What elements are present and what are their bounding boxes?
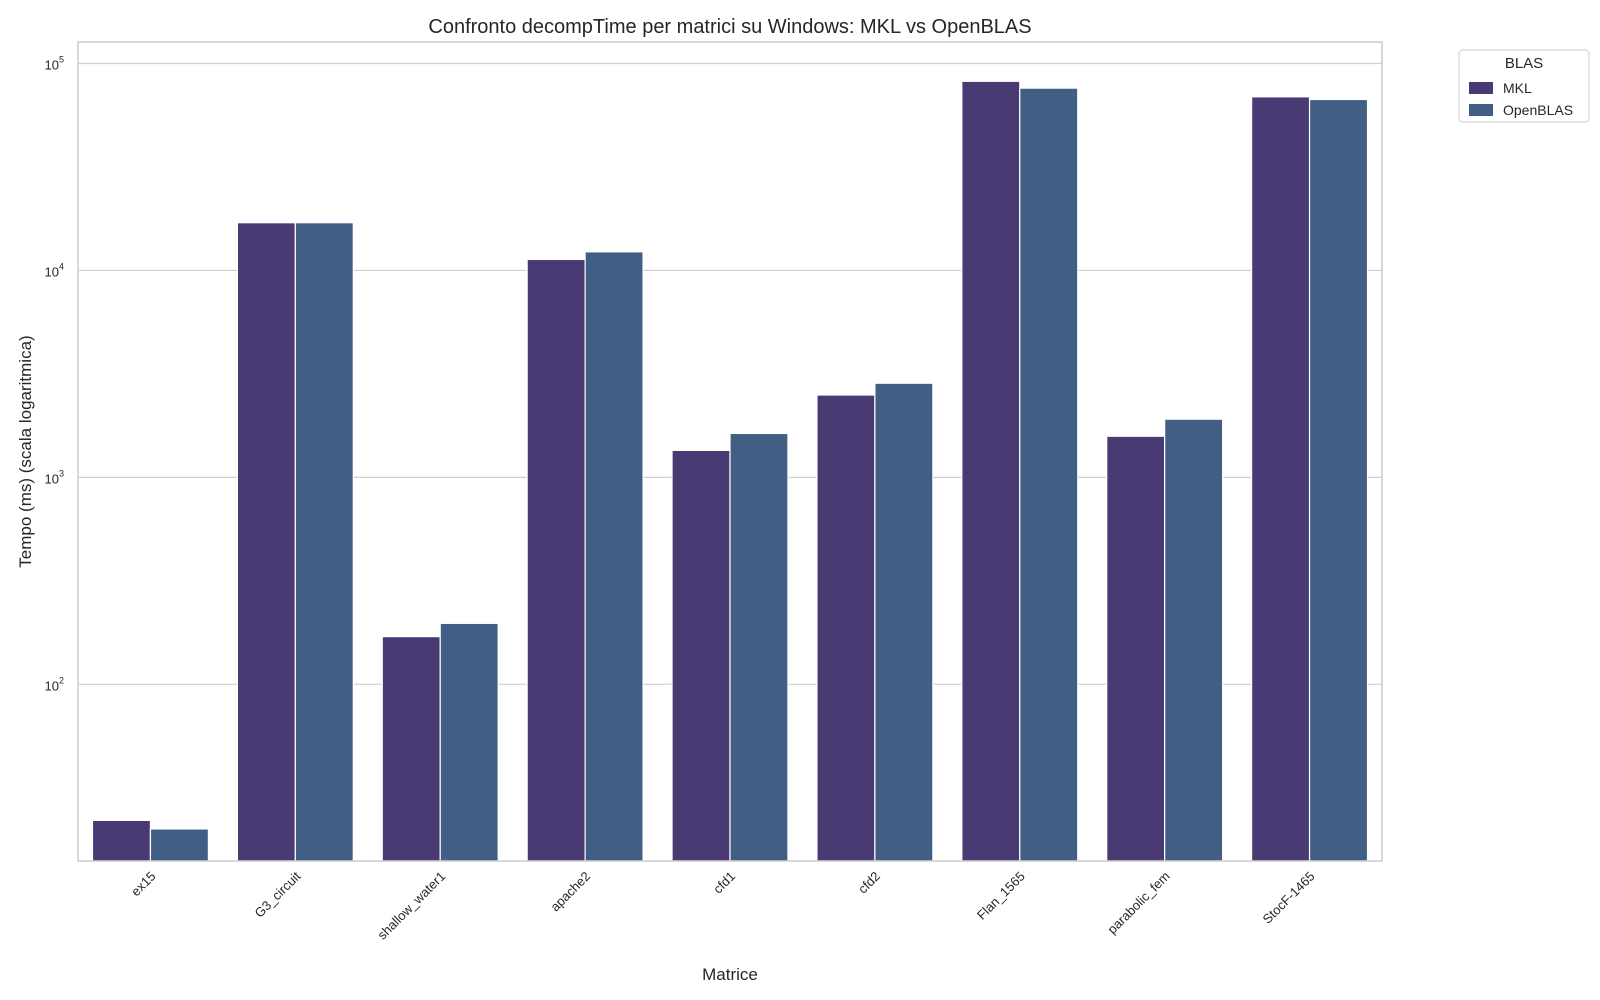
legend-title: BLAS <box>1505 55 1543 72</box>
x-tick-label: Flan_1565 <box>974 869 1028 923</box>
bar-mkl-g3_circuit <box>236 222 296 862</box>
bar-openblas-shallow_water1 <box>439 622 499 862</box>
x-tick-label: shallow_water1 <box>374 869 448 943</box>
y-tick-labels: 102 103 104 105 <box>45 54 64 693</box>
x-tick-label: cfd1 <box>710 869 738 897</box>
bar-mkl-cfd2 <box>816 394 876 862</box>
bar-mkl-cfd1 <box>671 449 731 862</box>
legend-swatch-mkl <box>1469 82 1493 94</box>
bar-openblas-apache2 <box>584 251 644 862</box>
x-tick-label: G3_circuit <box>251 868 303 920</box>
bar-openblas-cfd2 <box>874 382 934 862</box>
y-tick-label: 102 <box>45 675 64 693</box>
x-tick-labels: ex15 G3_circuit shallow_water1 apache2 cfd1 c… <box>128 868 1318 942</box>
x-tick-label: StocF-1465 <box>1260 869 1318 927</box>
x-tick-label: apache2 <box>547 869 593 915</box>
bar-openblas-parabolic_fem <box>1164 418 1224 862</box>
plot-frame <box>77 41 1383 862</box>
legend-swatch-openblas <box>1469 104 1493 116</box>
bar-openblas-cfd1 <box>729 432 789 862</box>
bar-openblas-stocf-1465 <box>1308 98 1369 862</box>
x-axis-label: Matrice <box>702 965 758 984</box>
bar-mkl-parabolic_fem <box>1106 435 1166 862</box>
x-tick-label: ex15 <box>128 869 159 900</box>
x-tick-label: cfd2 <box>855 869 883 897</box>
y-tick-label: 103 <box>45 468 64 486</box>
bar-mkl-shallow_water1 <box>381 636 441 862</box>
legend-label-openblas: OpenBLAS <box>1503 102 1573 118</box>
bar-mkl-ex15 <box>91 819 152 862</box>
bar-openblas-ex15 <box>149 828 209 862</box>
x-tick-label: parabolic_fem <box>1104 869 1172 937</box>
bar-mkl-stocf-1465 <box>1250 96 1311 862</box>
legend-label-mkl: MKL <box>1503 80 1532 96</box>
bar-mkl-apache2 <box>526 258 586 862</box>
y-axis-label: Tempo (ms) (scala logaritmica) <box>16 335 35 567</box>
y-tick-label: 104 <box>45 261 64 279</box>
bar-mkl-flan_1565 <box>961 80 1021 862</box>
bar-openblas-g3_circuit <box>294 222 354 862</box>
y-tick-label: 105 <box>45 54 64 72</box>
bar-openblas-flan_1565 <box>1019 87 1079 862</box>
bars-group <box>91 80 1369 862</box>
chart-title: Confronto decompTime per matrici su Wind… <box>428 16 1031 38</box>
legend: BLAS MKL OpenBLAS <box>1458 49 1590 123</box>
